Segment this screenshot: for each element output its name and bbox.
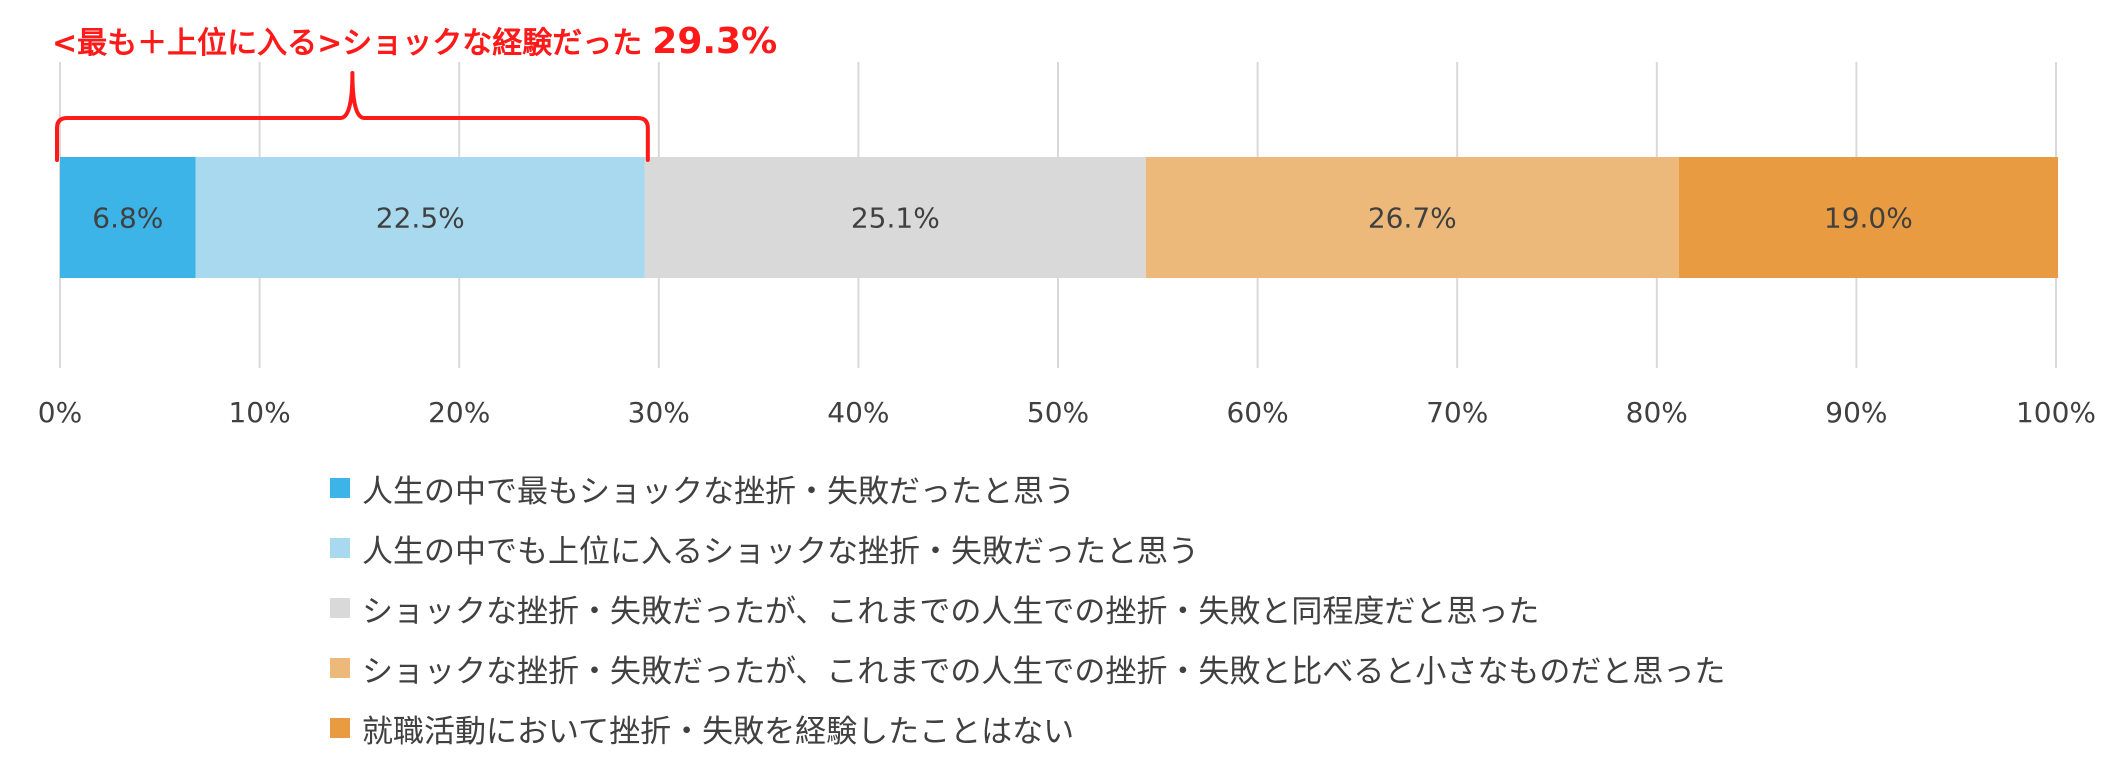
x-tick-label: 70% — [1426, 396, 1488, 429]
bar-segment-5 — [1678, 157, 2058, 278]
legend-item-5: 就職活動において挫折・失敗を経験したことはない — [330, 698, 1725, 758]
x-tick-label: 80% — [1626, 396, 1688, 429]
x-tick-label: 50% — [1027, 396, 1089, 429]
legend-label: 人生の中でも上位に入るショックな挫折・失敗だったと思う — [362, 533, 1199, 570]
legend-label: ショックな挫折・失敗だったが、これまでの人生での挫折・失敗と同程度だと思った — [362, 593, 1540, 630]
legend-item-3: ショックな挫折・失敗だったが、これまでの人生での挫折・失敗と同程度だと思った — [330, 578, 1725, 638]
legend-swatch — [330, 658, 350, 678]
bar-label-3: 25.1% — [851, 202, 940, 235]
legend-item-4: ショックな挫折・失敗だったが、これまでの人生での挫折・失敗と比べると小さなものだ… — [330, 638, 1725, 698]
annotation-bracket — [55, 71, 650, 162]
bar-segments — [60, 157, 2058, 278]
x-tick-label: 60% — [1226, 396, 1288, 429]
x-tick-label: 90% — [1825, 396, 1887, 429]
annotation-value: 29.3% — [652, 21, 778, 62]
legend: 人生の中で最もショックな挫折・失敗だったと思う人生の中でも上位に入るショックな挫… — [330, 458, 1725, 758]
bar-segment-2 — [195, 157, 645, 278]
legend-swatch — [330, 598, 350, 618]
legend-swatch — [330, 538, 350, 558]
bar-labels: 6.8% 22.5% 25.1% 26.7% 19.0% — [92, 202, 1913, 235]
x-tick-label: 40% — [827, 396, 889, 429]
bar-segment-3 — [644, 157, 1146, 278]
legend-label: 就職活動において挫折・失敗を経験したことはない — [362, 713, 1075, 750]
x-tick-label: 100% — [2016, 396, 2096, 429]
legend-swatch — [330, 478, 350, 498]
bar-segment-1 — [60, 157, 196, 278]
legend-label: ショックな挫折・失敗だったが、これまでの人生での挫折・失敗と比べると小さなものだ… — [362, 653, 1726, 690]
x-axis-tick-labels: 0% 10% 20% 30% 40% 50% 60% 70% 80% 90% 100% — [38, 396, 2096, 429]
bar-segment-4 — [1145, 157, 1679, 278]
legend-item-2: 人生の中でも上位に入るショックな挫折・失敗だったと思う — [330, 518, 1725, 578]
x-tick-label: 10% — [228, 396, 290, 429]
bar-label-1: 6.8% — [92, 202, 163, 235]
legend-label: 人生の中で最もショックな挫折・失敗だったと思う — [362, 473, 1075, 510]
legend-swatch — [330, 718, 350, 738]
x-tick-label: 30% — [628, 396, 690, 429]
x-tick-label: 20% — [428, 396, 490, 429]
legend-item-1: 人生の中で最もショックな挫折・失敗だったと思う — [330, 458, 1725, 518]
bar-label-2: 22.5% — [376, 202, 465, 235]
annotation-label: <最も＋上位に入る>ショックな経験だった 29.3% — [52, 18, 777, 62]
annotation-text: <最も＋上位に入る>ショックな経験だった — [52, 26, 643, 61]
x-tick-label: 0% — [38, 396, 82, 429]
bar-label-4: 26.7% — [1368, 202, 1457, 235]
bar-label-5: 19.0% — [1824, 202, 1913, 235]
